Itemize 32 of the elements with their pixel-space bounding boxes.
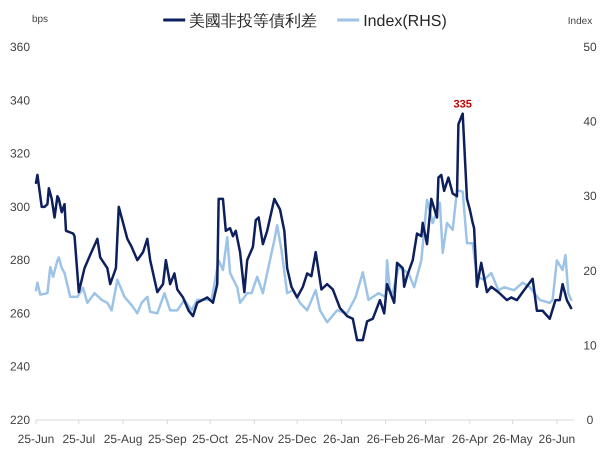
x-tick-label: 25-Nov (234, 432, 274, 446)
legend-label: Index(RHS) (363, 13, 447, 30)
x-tick-label: 25-Aug (104, 432, 142, 446)
x-tick-label: 26-Apr (452, 432, 488, 446)
y-tick-label: 220 (10, 413, 30, 427)
x-tick-label: 26-Mar (406, 432, 445, 446)
x-tick-label: 26-Feb (366, 432, 405, 446)
x-tick-label: 25-Jul (62, 432, 96, 446)
y-tick-label: 320 (10, 146, 30, 161)
y-tick-label: 280 (10, 253, 30, 268)
annotation: 335 (454, 98, 472, 111)
y-tick-label: 300 (10, 200, 30, 214)
y2-tick-label: 30 (583, 189, 597, 204)
y-tick-label: 340 (10, 93, 30, 108)
y2-tick-label: 50 (583, 40, 597, 54)
y2-tick-label: 20 (583, 264, 597, 278)
x-tick-label: 26-May (492, 432, 533, 446)
y2-tick-label: 10 (583, 338, 597, 352)
y-tick-label: 260 (10, 306, 30, 320)
legend-label: 美國非投等債利差 (189, 12, 318, 30)
y-tick-label: 360 (10, 40, 30, 54)
x-tick-label: 25-Oct (192, 432, 229, 446)
y2-tick-label: 0 (586, 413, 594, 427)
x-tick-label: 25-Sep (148, 432, 187, 446)
y2-axis-title: Index (568, 16, 592, 27)
y2-tick-label: 40 (583, 114, 597, 129)
x-tick-label: 25-Dec (278, 432, 316, 446)
x-tick-label: 25-Jun (18, 432, 54, 446)
x-tick-label: 26-Jun (538, 432, 576, 446)
y-tick-label: 240 (10, 360, 30, 374)
x-tick-label: 26-Jan (323, 432, 360, 446)
y-axis-title: bps (32, 14, 48, 25)
